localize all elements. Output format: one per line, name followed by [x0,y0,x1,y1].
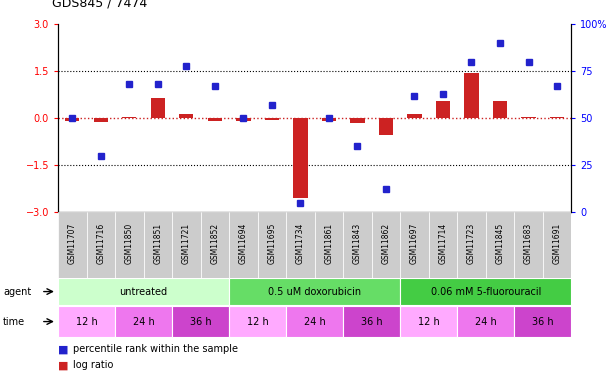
Bar [172,212,200,278]
Bar [457,306,514,337]
Bar [144,212,172,278]
Bar [229,306,286,337]
Text: 36 h: 36 h [190,316,211,327]
Bar [115,306,172,337]
Bar [436,101,450,118]
Text: GSM11843: GSM11843 [353,223,362,264]
Text: GSM11851: GSM11851 [153,223,163,264]
Text: 12 h: 12 h [76,316,97,327]
Text: agent: agent [3,286,31,297]
Bar [343,306,400,337]
Text: GSM11723: GSM11723 [467,223,476,264]
Bar [379,118,393,135]
Bar [550,117,564,118]
Text: 12 h: 12 h [418,316,439,327]
Text: GSM11721: GSM11721 [182,223,191,264]
Text: untreated: untreated [120,286,167,297]
Bar [151,98,165,118]
Bar [115,212,144,278]
Bar [293,118,307,198]
Text: 0.5 uM doxorubicin: 0.5 uM doxorubicin [268,286,361,297]
Text: GSM11714: GSM11714 [439,223,447,264]
Bar [65,118,79,121]
Bar [58,278,229,305]
Text: GSM11683: GSM11683 [524,223,533,264]
Bar [371,212,400,278]
Bar [429,212,457,278]
Bar [493,101,507,118]
Bar [315,212,343,278]
Text: GSM11850: GSM11850 [125,223,134,264]
Text: 36 h: 36 h [532,316,554,327]
Bar [543,212,571,278]
Bar [229,278,400,305]
Text: GSM11861: GSM11861 [324,223,334,264]
Bar [286,212,315,278]
Bar [514,212,543,278]
Text: GDS845 / 7474: GDS845 / 7474 [52,0,147,9]
Text: 36 h: 36 h [361,316,382,327]
Text: 24 h: 24 h [133,316,155,327]
Bar [200,212,229,278]
Bar [457,212,486,278]
Bar [400,278,571,305]
Text: GSM11695: GSM11695 [268,223,276,264]
Text: 0.06 mM 5-fluorouracil: 0.06 mM 5-fluorouracil [431,286,541,297]
Text: GSM11697: GSM11697 [410,223,419,264]
Bar [93,118,108,122]
Text: GSM11862: GSM11862 [381,223,390,264]
Bar [265,118,279,120]
Bar [58,306,115,337]
Text: log ratio: log ratio [73,360,114,370]
Bar [122,117,136,118]
Bar [172,306,229,337]
Bar [322,118,336,121]
Text: GSM11716: GSM11716 [97,223,105,264]
Bar [400,306,457,337]
Bar [408,114,422,118]
Bar [236,118,251,121]
Bar [350,118,365,123]
Text: ■: ■ [58,360,68,370]
Bar [464,73,478,118]
Text: 12 h: 12 h [247,316,268,327]
Text: GSM11852: GSM11852 [210,223,219,264]
Text: GSM11691: GSM11691 [552,223,562,264]
Text: 24 h: 24 h [304,316,326,327]
Bar [179,114,194,118]
Bar [521,117,536,118]
Bar [343,212,371,278]
Bar [58,212,87,278]
Bar [258,212,286,278]
Text: 24 h: 24 h [475,316,497,327]
Text: GSM11845: GSM11845 [496,223,505,264]
Text: percentile rank within the sample: percentile rank within the sample [73,344,238,354]
Text: GSM11694: GSM11694 [239,223,248,264]
Bar [514,306,571,337]
Text: ■: ■ [58,344,68,354]
Text: GSM11734: GSM11734 [296,223,305,264]
Bar [208,118,222,121]
Bar [400,212,429,278]
Text: GSM11707: GSM11707 [68,223,77,264]
Bar [87,212,115,278]
Bar [286,306,343,337]
Bar [229,212,258,278]
Bar [486,212,514,278]
Text: time: time [3,316,25,327]
